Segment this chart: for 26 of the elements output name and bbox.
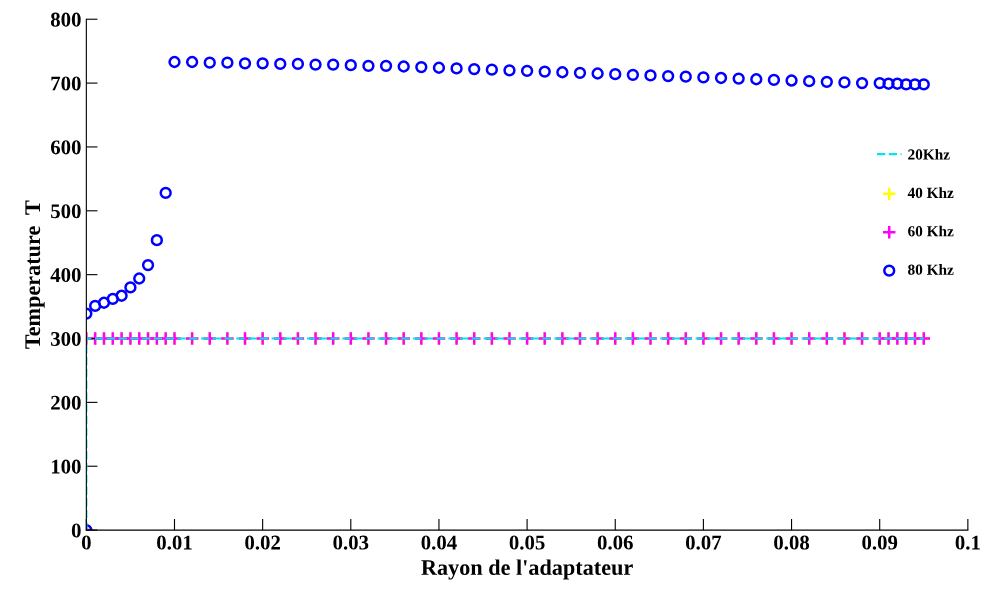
x-tick-label: 0.04 [421,535,457,550]
y-tick-label: 800 [50,12,81,27]
x-tick-label: 0.07 [685,535,722,550]
y-tick-label: 100 [51,459,81,474]
x-tick-label: 0 [81,535,91,550]
y-tick-label: 0 [71,523,81,538]
x-tick-label: 0.1 [955,535,980,550]
x-tick-label: 0.08 [774,535,810,550]
y-tick-label: 400 [50,268,81,283]
x-tick-label: 0.03 [333,535,369,550]
x-tick-label: 0.06 [597,535,633,550]
y-tick-label: 200 [51,395,81,410]
y-tick-label: 600 [50,140,81,155]
y-tick-label: 700 [51,76,81,91]
y-tick-label: 500 [51,204,81,219]
x-tick-label: 0.05 [509,535,545,550]
legend-label: 40 Khz [907,187,954,199]
x-axis-title: Rayon de l'adaptateur [421,559,633,580]
legend-label: 20Khz [908,148,950,160]
legend-label: 60 Khz [908,225,954,237]
x-tick-label: 0.01 [157,535,192,550]
x-tick-label: 0.09 [862,535,898,550]
y-axis-title: Temperature T [25,200,45,349]
legend-label: 80 Khz [908,264,954,275]
y-tick-label: 300 [51,331,81,346]
x-tick-label: 0.02 [245,535,280,550]
